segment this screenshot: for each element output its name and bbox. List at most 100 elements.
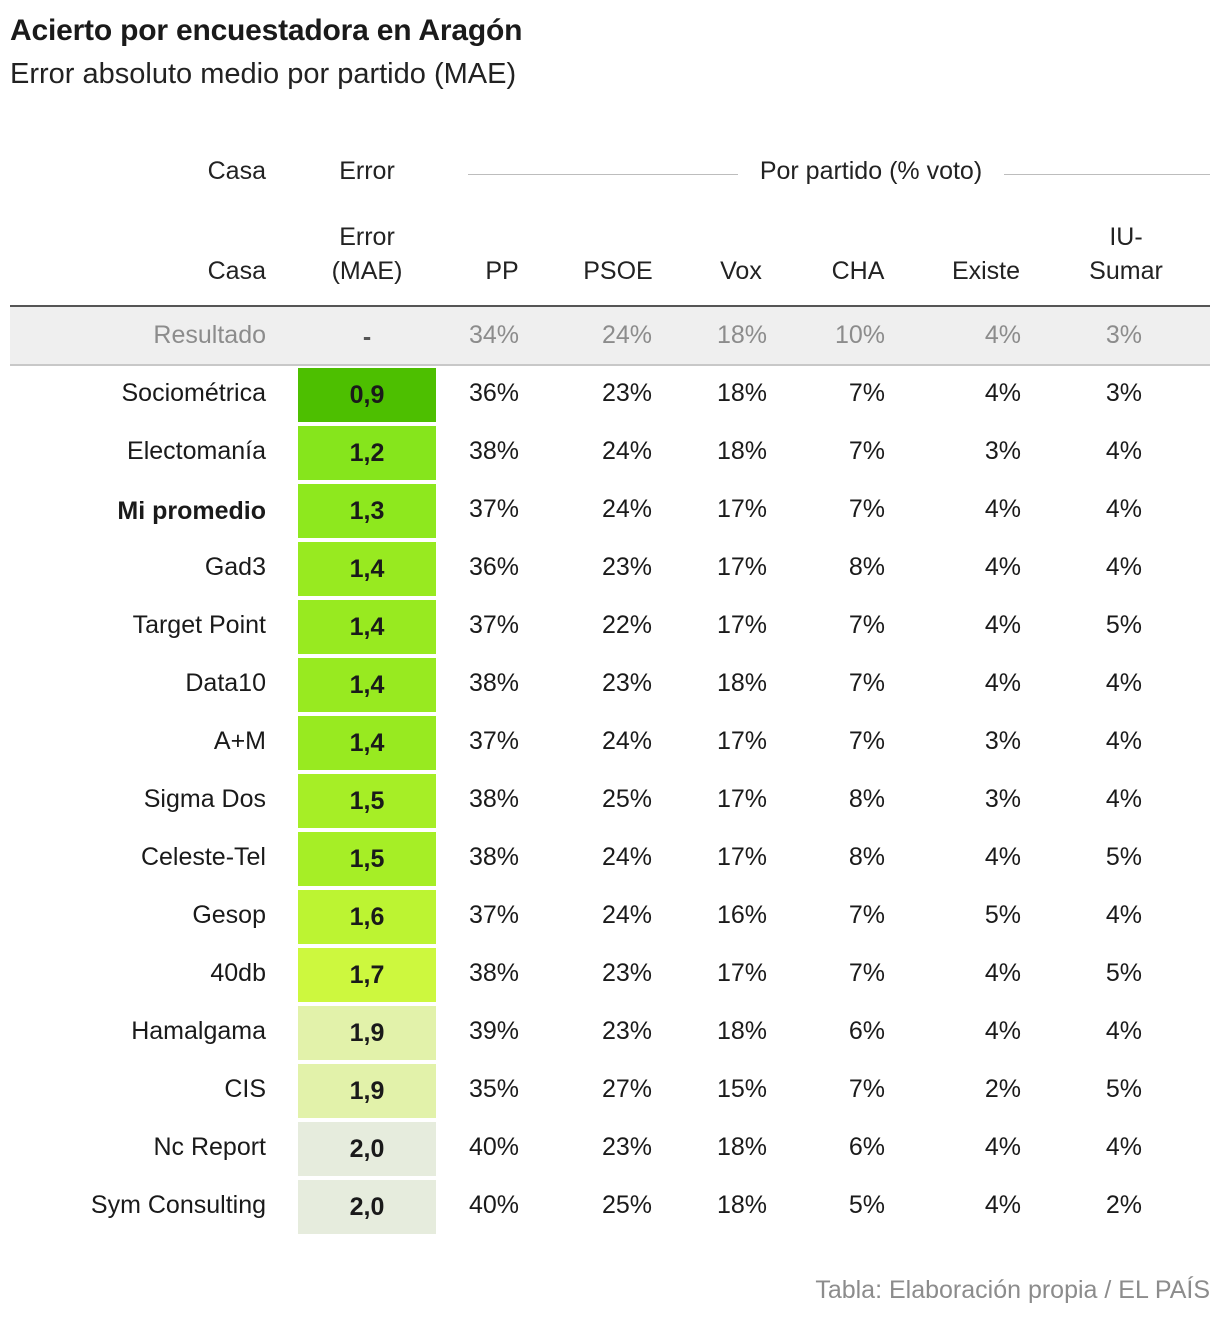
mae-cell: 1,6 bbox=[298, 890, 436, 944]
party-value: 25% bbox=[601, 785, 652, 813]
row-label: Gad3 bbox=[204, 553, 266, 581]
row-label: Hamalgama bbox=[131, 1017, 266, 1045]
party-value: 24% bbox=[601, 901, 652, 929]
party-value: 18% bbox=[716, 1133, 767, 1161]
party-value: 24% bbox=[601, 843, 652, 871]
mae-cell: 1,4 bbox=[298, 716, 436, 770]
row-label: Data10 bbox=[185, 669, 266, 697]
party-value: 36% bbox=[468, 553, 519, 581]
party-value: 4% bbox=[984, 1133, 1021, 1161]
column-header-casa: Casa bbox=[207, 257, 266, 285]
mae-cell: 1,9 bbox=[298, 1064, 436, 1118]
chart-title: Acierto por encuestadora en Aragón bbox=[10, 14, 523, 47]
party-value: 3% bbox=[984, 437, 1021, 465]
party-value: 4% bbox=[1105, 1017, 1142, 1045]
column-header-party: CHA bbox=[831, 257, 885, 285]
party-value: 35% bbox=[468, 1075, 519, 1103]
row-label: CIS bbox=[224, 1075, 266, 1103]
party-value: 7% bbox=[848, 495, 885, 523]
mae-cell: 1,5 bbox=[298, 774, 436, 828]
column-header-mae: (MAE) bbox=[331, 257, 403, 285]
spanner-error: Error bbox=[339, 157, 395, 185]
party-value: 27% bbox=[601, 1075, 652, 1103]
party-value: 4% bbox=[1105, 727, 1142, 755]
column-header-error: Error bbox=[339, 223, 395, 251]
party-value: 5% bbox=[1105, 959, 1142, 987]
party-value: 3% bbox=[984, 785, 1021, 813]
party-value: 38% bbox=[468, 669, 519, 697]
mae-cell: 1,4 bbox=[298, 600, 436, 654]
party-value: 5% bbox=[984, 901, 1021, 929]
result-mae: - bbox=[362, 323, 372, 351]
party-value: 4% bbox=[984, 843, 1021, 871]
party-value: 24% bbox=[601, 495, 652, 523]
row-label: Sym Consulting bbox=[90, 1191, 266, 1219]
party-value: 17% bbox=[716, 553, 767, 581]
party-value: 7% bbox=[848, 669, 885, 697]
party-value: 37% bbox=[468, 495, 519, 523]
party-value: 4% bbox=[1105, 437, 1142, 465]
party-value: 25% bbox=[601, 1191, 652, 1219]
mae-cell: 2,0 bbox=[298, 1180, 436, 1234]
party-value: 17% bbox=[716, 959, 767, 987]
result-value: 24% bbox=[601, 321, 652, 349]
party-value: 4% bbox=[984, 959, 1021, 987]
party-value: 17% bbox=[716, 611, 767, 639]
party-value: 4% bbox=[984, 495, 1021, 523]
row-label: A+M bbox=[213, 727, 266, 755]
party-value: 4% bbox=[984, 669, 1021, 697]
party-value: 40% bbox=[468, 1191, 519, 1219]
party-value: 18% bbox=[716, 669, 767, 697]
mae-cell: 1,5 bbox=[298, 832, 436, 886]
party-value: 4% bbox=[1105, 785, 1142, 813]
party-value: 4% bbox=[1105, 495, 1142, 523]
column-header-party: IU- bbox=[1109, 223, 1143, 251]
party-value: 23% bbox=[601, 669, 652, 697]
party-value: 23% bbox=[601, 1017, 652, 1045]
result-value: 34% bbox=[468, 321, 519, 349]
party-value: 22% bbox=[601, 611, 652, 639]
party-value: 6% bbox=[848, 1017, 885, 1045]
party-value: 36% bbox=[468, 379, 519, 407]
party-value: 23% bbox=[601, 379, 652, 407]
party-value: 7% bbox=[848, 379, 885, 407]
party-value: 24% bbox=[601, 437, 652, 465]
party-value: 4% bbox=[984, 379, 1021, 407]
party-value: 37% bbox=[468, 727, 519, 755]
party-value: 40% bbox=[468, 1133, 519, 1161]
party-value: 4% bbox=[984, 611, 1021, 639]
chart-subtitle: Error absoluto medio por partido (MAE) bbox=[10, 58, 517, 90]
result-value: 18% bbox=[716, 321, 767, 349]
row-label: Electomanía bbox=[127, 437, 266, 465]
row-label: Sociométrica bbox=[121, 379, 267, 407]
party-value: 4% bbox=[984, 553, 1021, 581]
party-value: 4% bbox=[984, 1191, 1021, 1219]
column-header-party: Existe bbox=[951, 257, 1021, 285]
party-value: 7% bbox=[848, 901, 885, 929]
party-value: 23% bbox=[601, 553, 652, 581]
row-label: Nc Report bbox=[153, 1133, 266, 1161]
party-value: 38% bbox=[468, 843, 519, 871]
party-value: 17% bbox=[716, 843, 767, 871]
mae-cell: 2,0 bbox=[298, 1122, 436, 1176]
party-value: 17% bbox=[716, 785, 767, 813]
party-value: 5% bbox=[848, 1191, 885, 1219]
party-value: 7% bbox=[848, 1075, 885, 1103]
column-header-party: Sumar bbox=[1089, 257, 1163, 285]
source-note: Tabla: Elaboración propia / EL PAÍS bbox=[815, 1276, 1210, 1304]
mae-cell: 1,4 bbox=[298, 658, 436, 712]
column-header-party: PSOE bbox=[583, 257, 653, 285]
result-label: Resultado bbox=[153, 321, 266, 349]
party-value: 24% bbox=[601, 727, 652, 755]
row-label: Mi promedio bbox=[117, 497, 266, 525]
party-value: 38% bbox=[468, 785, 519, 813]
row-label: Celeste-Tel bbox=[140, 843, 266, 871]
header-rule bbox=[10, 305, 1210, 307]
party-value: 23% bbox=[601, 959, 652, 987]
spanner-line-right bbox=[1004, 174, 1210, 175]
party-value: 18% bbox=[716, 1017, 767, 1045]
party-value: 8% bbox=[848, 553, 885, 581]
mae-cell: 1,7 bbox=[298, 948, 436, 1002]
party-value: 18% bbox=[716, 1191, 767, 1219]
party-value: 8% bbox=[848, 843, 885, 871]
